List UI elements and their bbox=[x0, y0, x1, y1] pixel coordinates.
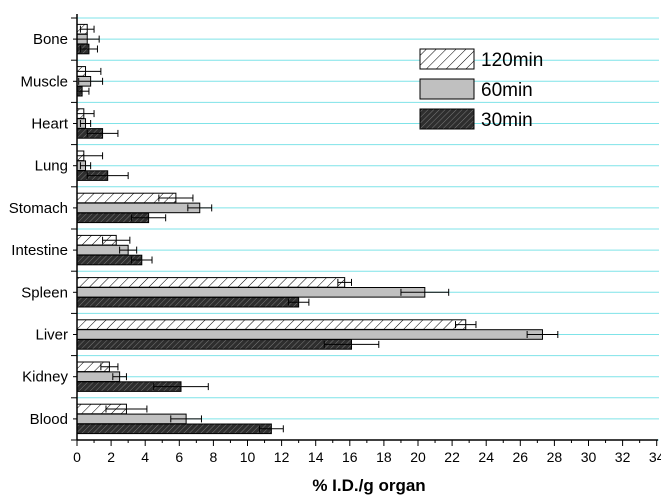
category-label: Liver bbox=[35, 327, 68, 344]
x-tick-label: 32 bbox=[615, 449, 631, 465]
bar-spleen-60min bbox=[76, 287, 426, 298]
x-tick-label: 0 bbox=[73, 449, 81, 465]
bar-liver-60min bbox=[76, 329, 543, 340]
x-tick-label: 8 bbox=[210, 449, 218, 465]
x-axis-title: % I.D./g organ bbox=[312, 476, 425, 495]
x-tick-label: 20 bbox=[410, 449, 426, 465]
legend-swatch-30min bbox=[419, 108, 475, 130]
bar-spleen-30min bbox=[76, 296, 300, 308]
bar-blood-30min bbox=[76, 423, 272, 435]
x-tick-label: 30 bbox=[581, 449, 597, 465]
x-tick-label: 34 bbox=[649, 449, 661, 465]
category-label: Muscle bbox=[20, 73, 68, 90]
x-tick-label: 14 bbox=[308, 449, 324, 465]
axes bbox=[71, 14, 658, 446]
legend-label-120min: 120min bbox=[481, 50, 543, 71]
x-tick-label: 6 bbox=[175, 449, 183, 465]
labels: Bone Muscle Heart Lung Stomach Intestine Splee… bbox=[9, 31, 661, 495]
x-tick-label: 24 bbox=[478, 449, 494, 465]
category-label: Lung bbox=[35, 158, 68, 175]
category-label: Blood bbox=[30, 411, 68, 428]
category-label: Bone bbox=[33, 31, 68, 48]
category-label: Kidney bbox=[22, 369, 68, 386]
x-tick-label: 22 bbox=[444, 449, 460, 465]
bar-stomach-60min bbox=[76, 202, 201, 214]
legend-label-60min: 60min bbox=[481, 80, 533, 101]
bar-liver-30min bbox=[76, 339, 353, 350]
legend-label-30min: 30min bbox=[481, 110, 533, 131]
x-tick-label: 10 bbox=[240, 449, 256, 465]
grid-lines bbox=[77, 17, 659, 441]
bar-liver-120min bbox=[76, 319, 467, 330]
legend: 120min 60min 30min bbox=[419, 48, 543, 131]
x-tick-label: 4 bbox=[141, 449, 149, 465]
legend-swatch-120min bbox=[419, 48, 475, 70]
category-label: Intestine bbox=[11, 242, 68, 259]
category-label: Heart bbox=[31, 116, 69, 133]
category-label: Stomach bbox=[9, 200, 68, 217]
category-label: Spleen bbox=[21, 284, 68, 301]
bar-spleen-120min bbox=[76, 277, 346, 288]
x-tick-label: 16 bbox=[342, 449, 358, 465]
bar-blood-60min bbox=[76, 413, 187, 425]
legend-swatch-60min bbox=[419, 78, 475, 100]
x-tick-label: 12 bbox=[274, 449, 290, 465]
x-tick-label: 2 bbox=[107, 449, 115, 465]
x-tick-label: 18 bbox=[376, 449, 392, 465]
x-tick-label: 28 bbox=[547, 449, 563, 465]
x-tick-label: 26 bbox=[513, 449, 529, 465]
